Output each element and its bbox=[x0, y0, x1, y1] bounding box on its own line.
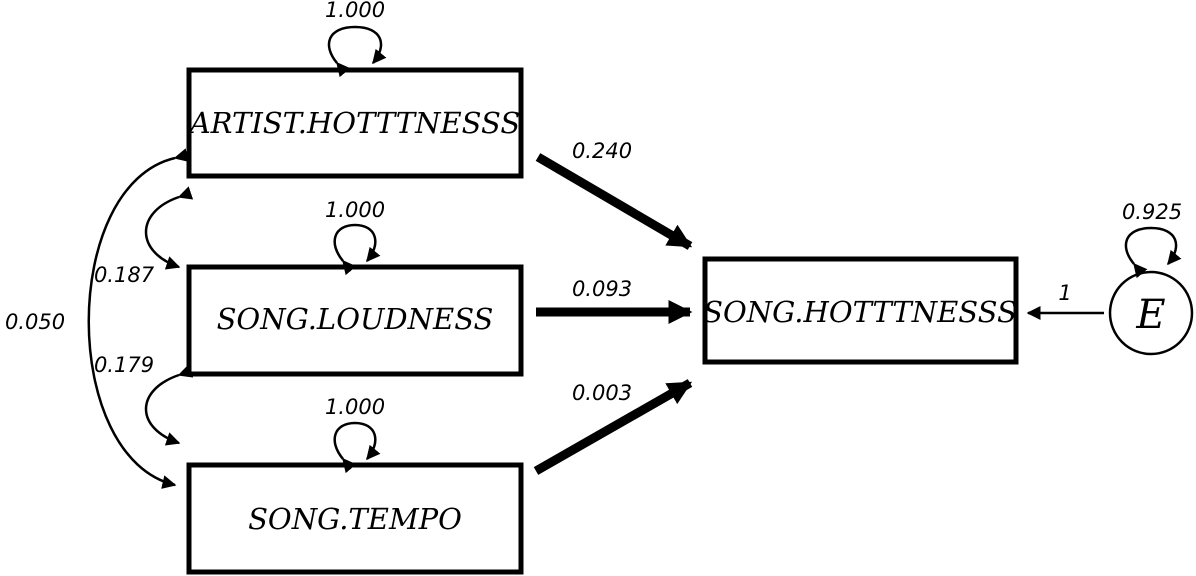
covariance-loudness-tempo: 0.179 bbox=[94, 353, 194, 446]
variance-label-song-loudness: 1.000 bbox=[325, 198, 385, 222]
variance-label-song-tempo: 1.000 bbox=[325, 395, 385, 419]
path-loudness-to-song: 0.093 bbox=[536, 277, 693, 324]
variance-loop-artist-hotttnesss: 1.000 bbox=[325, 0, 387, 78]
variance-loop-song-loudness: 1.000 bbox=[325, 198, 385, 276]
covariance-artist-tempo: 0.050 bbox=[5, 148, 189, 489]
node-artist-hotttnesss: ARTIST.HOTTTNESSS bbox=[186, 67, 524, 179]
node-label-error: E bbox=[1135, 292, 1165, 338]
variance-loop-error: 0.925 bbox=[1122, 200, 1182, 279]
covariance-artist-loudness: 0.187 bbox=[94, 186, 194, 287]
path-label-error-to-song: 1 bbox=[1058, 281, 1071, 305]
node-label-song-loudness: SONG.LOUDNESS bbox=[217, 302, 494, 336]
node-label-song-hotttnesss: SONG.HOTTTNESSS bbox=[703, 295, 1017, 329]
covariance-label-artist-loudness: 0.187 bbox=[94, 263, 155, 287]
node-song-hotttnesss: SONG.HOTTTNESSS bbox=[702, 256, 1019, 365]
node-song-loudness: SONG.LOUDNESS bbox=[186, 264, 524, 377]
variance-loop-song-tempo: 1.000 bbox=[325, 395, 385, 474]
covariance-label-loudness-tempo: 0.179 bbox=[94, 353, 154, 377]
variance-label-artist-hotttnesss: 1.000 bbox=[325, 0, 385, 22]
path-tempo-to-song: 0.003 bbox=[533, 379, 693, 475]
path-error-to-song: 1 bbox=[1026, 281, 1104, 320]
node-label-artist-hotttnesss: ARTIST.HOTTTNESSS bbox=[187, 106, 521, 140]
path-label-artist-to-song: 0.240 bbox=[572, 139, 632, 163]
path-artist-to-song: 0.240 bbox=[535, 139, 693, 250]
variance-label-error: 0.925 bbox=[1122, 200, 1182, 224]
covariance-label-artist-tempo: 0.050 bbox=[5, 310, 65, 334]
node-label-song-tempo: SONG.TEMPO bbox=[248, 502, 462, 536]
node-error: E bbox=[1108, 270, 1194, 356]
path-label-tempo-to-song: 0.003 bbox=[572, 381, 632, 405]
path-label-loudness-to-song: 0.093 bbox=[572, 277, 632, 301]
node-song-tempo: SONG.TEMPO bbox=[186, 462, 524, 575]
